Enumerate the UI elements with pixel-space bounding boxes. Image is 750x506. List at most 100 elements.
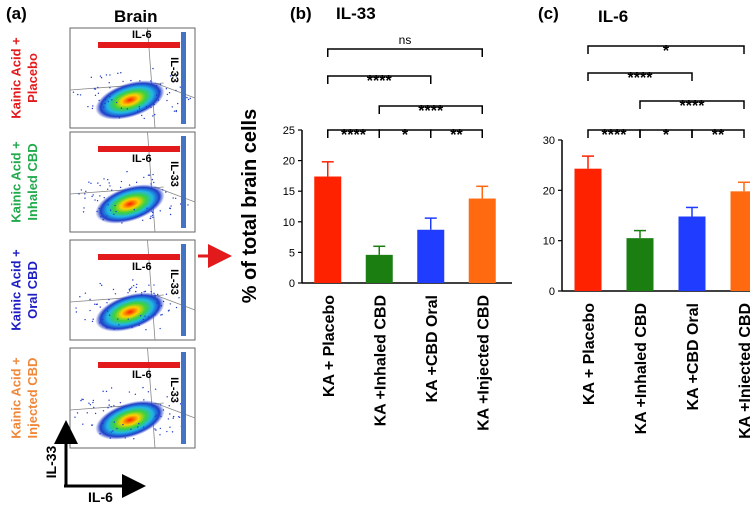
cell-point — [132, 279, 134, 281]
cell-point — [110, 405, 112, 408]
cell-point — [99, 195, 101, 197]
cell-point — [108, 198, 110, 201]
cell-point — [169, 207, 172, 210]
cell-point — [131, 286, 133, 288]
cell-point — [187, 204, 189, 206]
cell-point — [75, 307, 77, 309]
il33-gate-label: IL-33 — [168, 57, 180, 83]
cell-point — [135, 290, 137, 293]
cell-point — [155, 429, 157, 431]
cell-point — [107, 200, 109, 202]
cell-point — [107, 100, 109, 103]
cell-point — [147, 391, 150, 393]
y-tick-label: 15 — [283, 186, 295, 198]
cell-point — [72, 91, 75, 93]
cell-point — [150, 291, 152, 293]
cell-point — [175, 109, 177, 112]
cell-point — [108, 399, 110, 401]
bar — [314, 176, 342, 283]
cell-point — [101, 104, 103, 106]
significance-bracket — [327, 75, 432, 84]
cell-point — [154, 415, 157, 418]
cell-point — [118, 324, 120, 326]
cell-point — [117, 72, 119, 75]
cell-point — [103, 196, 105, 199]
cell-point — [84, 318, 86, 321]
cell-point — [100, 215, 102, 218]
y-tick-label: 0 — [289, 278, 295, 290]
cell-point — [89, 309, 91, 312]
category-label: KA +Inhaled CBD — [372, 295, 389, 426]
chart-b: 0 5 10 15 20 25 KA + Placebo KA +Inhaled CBD KA … — [283, 33, 512, 431]
cell-point — [166, 396, 168, 398]
cell-point — [168, 92, 171, 94]
y-tick-label: 10 — [543, 236, 555, 248]
cell-point — [189, 97, 191, 100]
cell-point — [119, 186, 122, 189]
cell-point — [186, 97, 188, 99]
significance-bracket — [587, 72, 693, 81]
cell-point — [162, 300, 165, 303]
cell-point — [103, 106, 105, 108]
cell-point — [99, 433, 101, 435]
cell-point — [106, 327, 108, 329]
cell-point — [169, 426, 171, 428]
cell-point — [109, 185, 111, 187]
cell-point — [99, 75, 102, 77]
cell-point — [153, 284, 155, 286]
cell-point — [149, 217, 152, 220]
cell-point — [80, 189, 83, 191]
cell-point — [99, 322, 101, 324]
cell-point — [157, 293, 159, 296]
cell-point — [138, 324, 140, 327]
cell-point — [107, 178, 109, 181]
cell-point — [87, 105, 89, 108]
bar — [574, 168, 602, 291]
category-label: KA +Inhaled CBD — [633, 303, 650, 434]
cell-point — [108, 298, 110, 301]
cell-point — [106, 310, 109, 312]
cell-point — [153, 103, 155, 106]
cell-point — [114, 293, 117, 295]
cell-point — [120, 72, 122, 74]
cell-point — [142, 386, 144, 389]
cell-point — [139, 315, 142, 317]
cell-point — [79, 94, 82, 96]
il33-gate-bar — [181, 136, 186, 228]
cell-point — [141, 114, 143, 117]
cell-point — [97, 182, 99, 184]
cell-point — [154, 294, 156, 297]
cell-point — [151, 211, 154, 214]
cell-point — [84, 197, 86, 199]
significance-label: ns — [399, 33, 412, 47]
significance-label: **** — [602, 127, 628, 144]
cell-point — [82, 423, 84, 425]
cell-point — [90, 76, 93, 79]
cell-point — [91, 320, 94, 323]
cell-point — [90, 424, 93, 426]
cell-point — [94, 303, 96, 305]
significance-label: **** — [628, 70, 654, 87]
cell-point — [162, 409, 165, 411]
cell-point — [104, 99, 107, 101]
cell-point — [135, 286, 138, 289]
cell-point — [108, 404, 110, 406]
cell-point — [113, 421, 115, 423]
cell-point — [134, 393, 137, 396]
cell-point — [159, 427, 162, 430]
cell-point — [127, 318, 129, 320]
cell-point — [89, 404, 92, 406]
cell-point — [177, 416, 180, 418]
significance-label: **** — [418, 103, 444, 120]
significance-bracket — [327, 48, 483, 57]
category-label: KA +Injected CBD — [737, 303, 750, 439]
cell-point — [175, 306, 178, 309]
significance-label: ** — [712, 127, 725, 144]
cell-point — [133, 208, 136, 211]
significance-bracket — [691, 129, 745, 138]
cell-point — [110, 431, 112, 433]
y-tick-label: 5 — [289, 247, 295, 259]
cell-point — [106, 188, 109, 190]
